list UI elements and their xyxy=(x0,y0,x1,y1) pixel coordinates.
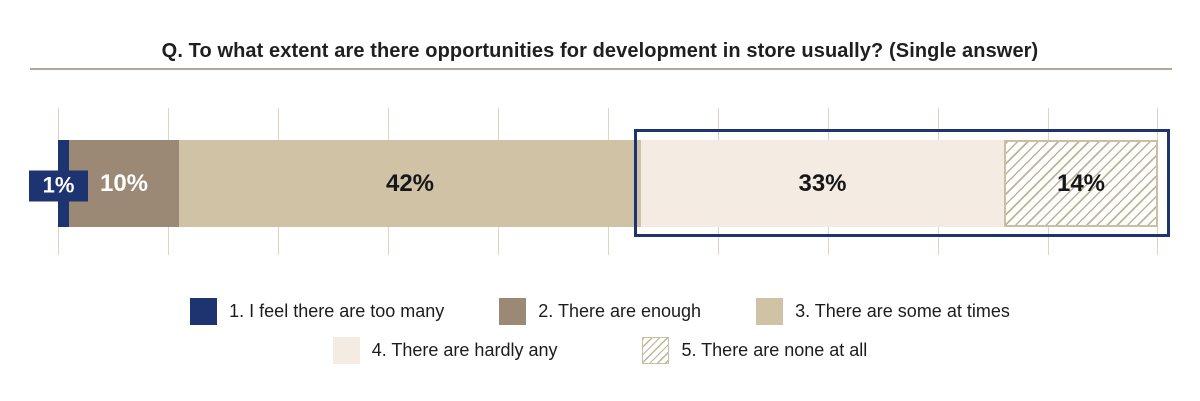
bar-label-2: 10% xyxy=(99,169,149,197)
bar-segment-2: 10% xyxy=(69,140,179,227)
taupe-swatch-icon xyxy=(499,298,527,325)
legend-row-2: 4. There are hardly any 5. There are none… xyxy=(332,337,867,364)
legend-label: 4. There are hardly any xyxy=(371,340,558,360)
bar-label-3: 42% xyxy=(385,169,435,197)
legend-label: 2. There are enough xyxy=(538,301,702,321)
legend-item: 1. I feel there are too many xyxy=(190,298,444,325)
legend-item: 2. There are enough xyxy=(499,298,701,325)
legend-item: 5. There are none at all xyxy=(642,337,867,364)
legend-item: 4. There are hardly any xyxy=(332,337,558,364)
legend-label: 1. I feel there are too many xyxy=(229,301,445,321)
legend-label: 5. There are none at all xyxy=(681,340,868,360)
highlight-box xyxy=(633,129,1170,237)
bar-segment-4: 33% xyxy=(641,140,1004,227)
title-underline xyxy=(30,68,1172,70)
legend-row-1: 1. I feel there are too many 2. There are… xyxy=(190,298,1010,325)
bar-label-4: 33% xyxy=(798,169,847,197)
hatch-swatch-icon xyxy=(642,337,670,364)
stacked-bar: 1% 10% 42% 33% 14% xyxy=(29,140,1158,227)
bar-segment-5: 14% xyxy=(1004,140,1158,227)
legend-label: 3. There are some at times xyxy=(795,301,1010,321)
plot-area: 1% 10% 42% 33% 14% xyxy=(29,108,1170,255)
legend-item: 3. There are some at times xyxy=(756,298,1010,325)
chart-title: Q. To what extent are there opportunitie… xyxy=(161,40,1039,62)
bar-label-5: 14% xyxy=(1056,169,1106,197)
tan-swatch-icon xyxy=(756,298,784,325)
bar-segment-1: 1% xyxy=(29,140,88,227)
bar-segment-3: 42% xyxy=(179,140,641,227)
bar-label-callout-1: 1% xyxy=(29,170,88,201)
navy-swatch-icon xyxy=(190,298,218,325)
cream-swatch-icon xyxy=(332,337,360,364)
legend: 1. I feel there are too many 2. There are… xyxy=(0,298,1200,364)
